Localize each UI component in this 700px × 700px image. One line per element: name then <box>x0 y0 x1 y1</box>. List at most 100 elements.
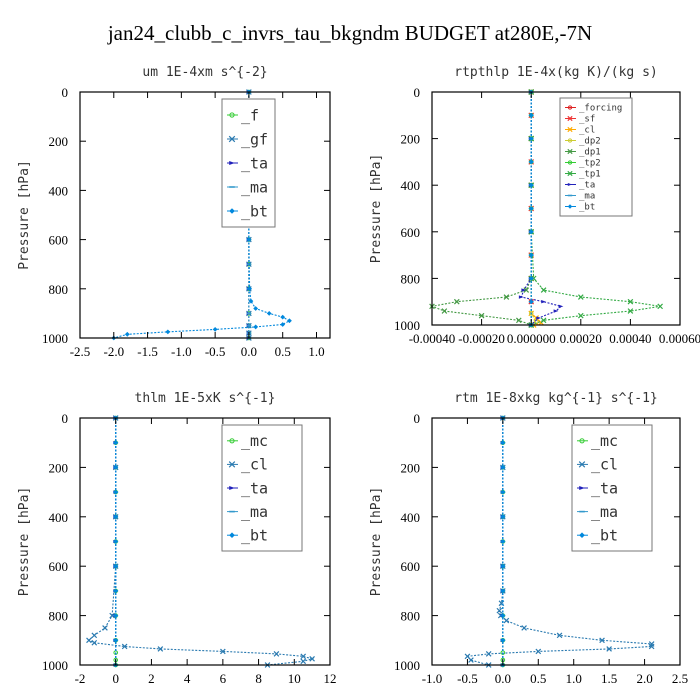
legend-entry: _dp2 <box>579 137 601 147</box>
plot-frame <box>79 417 331 666</box>
x-tick-label: 1.0 <box>566 671 582 686</box>
data-point <box>113 465 119 470</box>
legend-entry: _ta <box>591 479 618 497</box>
data-point <box>91 632 98 639</box>
y-axis-label: Pressure [hPa] <box>369 154 384 264</box>
legend-entry: _ta <box>579 181 595 191</box>
y-tick-label: 1000 <box>42 331 68 346</box>
data-point <box>478 312 485 319</box>
data-point <box>253 306 259 311</box>
x-tick-label: 12 <box>324 671 337 686</box>
y-tick-label: 400 <box>401 510 421 525</box>
legend-marker <box>229 112 235 118</box>
y-tick-label: 400 <box>49 183 69 198</box>
legend-entry: _bt <box>579 203 595 213</box>
legend-marker <box>579 438 585 444</box>
data-point <box>657 303 663 310</box>
data-point <box>468 657 474 663</box>
data-point <box>500 588 506 594</box>
chart-panel-4: rtm 1E-8xkg kg^{-1} s^{-1} Pressure [hPa]… <box>369 391 688 686</box>
data-point <box>540 287 547 293</box>
data-point <box>121 643 128 650</box>
x-tick-label: 1.5 <box>601 671 617 686</box>
legend-entry: _mc <box>591 432 618 450</box>
y-tick-label: 800 <box>49 282 69 297</box>
data-point <box>528 206 534 211</box>
y-tick-label: 400 <box>49 510 69 525</box>
x-tick-label: 2.5 <box>672 671 688 686</box>
x-tick-label: 0.5 <box>530 671 546 686</box>
x-tick-label: -0.00020 <box>458 331 505 346</box>
legend-entry: _gf <box>241 130 268 148</box>
x-tick-label: 4 <box>184 671 191 686</box>
panel-title: rtm 1E-8xkg kg^{-1} s^{-1} <box>454 391 658 406</box>
data-point <box>528 252 534 258</box>
data-point <box>528 182 534 188</box>
data-point <box>500 465 506 470</box>
data-point <box>500 613 506 618</box>
legend-entry: _bt <box>591 526 618 544</box>
x-tick-label: 2 <box>148 671 155 686</box>
y-tick-label: 200 <box>49 460 69 475</box>
x-tick-label: 0.000000 <box>507 331 556 346</box>
data-point <box>536 316 542 320</box>
data-point <box>248 298 254 304</box>
data-point <box>577 294 584 300</box>
legend-marker <box>579 532 585 538</box>
legend-entry: _forcing <box>579 104 622 114</box>
x-tick-label: 0.00040 <box>609 331 651 346</box>
y-axis-label: Pressure [hPa] <box>17 160 32 270</box>
legend-marker <box>567 204 573 209</box>
legend-entry: _cl <box>579 126 595 136</box>
series-line-dp1 <box>429 92 532 326</box>
panel-title: um 1E-4xm s^{-2} <box>142 65 267 80</box>
figure-title: jan24_clubb_c_invrs_tau_bkgndm BUDGET at… <box>107 21 592 45</box>
y-tick-label: 200 <box>401 132 421 147</box>
data-point <box>530 275 537 282</box>
x-tick-label: 0.0 <box>241 344 257 359</box>
data-point <box>246 237 252 242</box>
legend-entry: _cl <box>591 456 618 474</box>
y-tick-label: 1000 <box>42 658 68 673</box>
x-tick-label: 1.0 <box>308 344 324 359</box>
data-point <box>109 612 115 619</box>
legend-marker <box>229 532 235 538</box>
data-point <box>553 309 559 313</box>
data-point <box>558 304 564 309</box>
data-point <box>540 317 547 324</box>
panel-title: rtpthlp 1E-4x(kg K)/(kg s) <box>454 65 658 80</box>
y-tick-label: 200 <box>49 134 69 149</box>
data-point <box>528 311 534 316</box>
y-tick-label: 800 <box>49 609 69 624</box>
x-tick-label: -1.0 <box>422 671 443 686</box>
data-point <box>541 300 546 304</box>
x-tick-label: -1.5 <box>137 344 158 359</box>
legend-marker <box>567 138 573 143</box>
data-point <box>280 322 286 327</box>
data-point <box>528 299 534 305</box>
panels: um 1E-4xm s^{-2} Pressure [hPa] -2.5 -2.0 -1… <box>17 65 700 686</box>
y-tick-label: 1000 <box>394 318 420 333</box>
data-point <box>113 514 119 520</box>
legend-entry: _ma <box>579 192 595 202</box>
data-point <box>503 294 510 300</box>
legend-marker <box>567 148 573 155</box>
data-point <box>165 329 171 335</box>
legend-marker <box>567 115 573 122</box>
y-axis-label: Pressure [hPa] <box>369 487 384 597</box>
data-point <box>113 563 119 569</box>
data-point <box>648 643 655 650</box>
x-tick-label: -2.0 <box>103 344 124 359</box>
x-tick-label: 0 <box>112 671 119 686</box>
legend: _f _gf _ta _ma _bt <box>221 98 276 228</box>
y-tick-label: 600 <box>401 559 421 574</box>
data-point <box>157 646 164 652</box>
data-point <box>280 314 286 320</box>
data-point <box>627 298 634 305</box>
data-point <box>253 324 259 330</box>
data-point <box>503 617 510 624</box>
legend-entry: _ma <box>241 503 268 521</box>
data-point <box>521 288 527 292</box>
x-tick-label: 0.00020 <box>560 331 602 346</box>
data-point <box>212 326 218 332</box>
